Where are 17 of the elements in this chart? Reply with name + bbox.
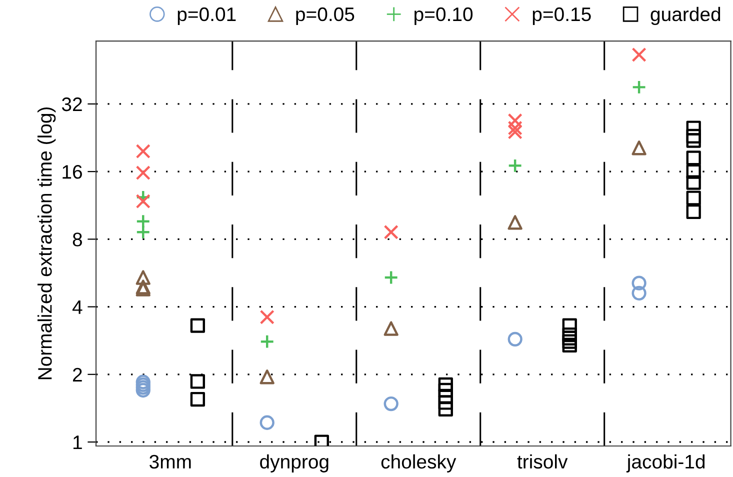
legend-label: p=0.01 — [178, 7, 236, 26]
x-tick-label: 3mm — [150, 454, 191, 469]
x-tick-label: dynprog — [260, 454, 328, 472]
y-tick-label: 8 — [72, 232, 82, 246]
legend-label: p=0.15 — [532, 7, 591, 26]
legend-label: p=0.10 — [414, 7, 473, 26]
y-tick-label: 1 — [74, 436, 82, 450]
legend-label: p=0.05 — [296, 7, 354, 26]
y-tick-label: 16 — [62, 165, 82, 179]
x-tick-label: trisolv — [517, 454, 568, 469]
y-tick-label: 32 — [62, 97, 82, 112]
x-tick-label: jacobi-1d — [626, 454, 705, 472]
y-axis-title: Normalized extraction time (log) — [38, 107, 56, 380]
x-tick-label: cholesky — [381, 454, 456, 472]
y-tick-label: 4 — [72, 300, 82, 314]
y-tick-label: 2 — [72, 368, 82, 382]
legend-label: guarded — [650, 6, 720, 26]
